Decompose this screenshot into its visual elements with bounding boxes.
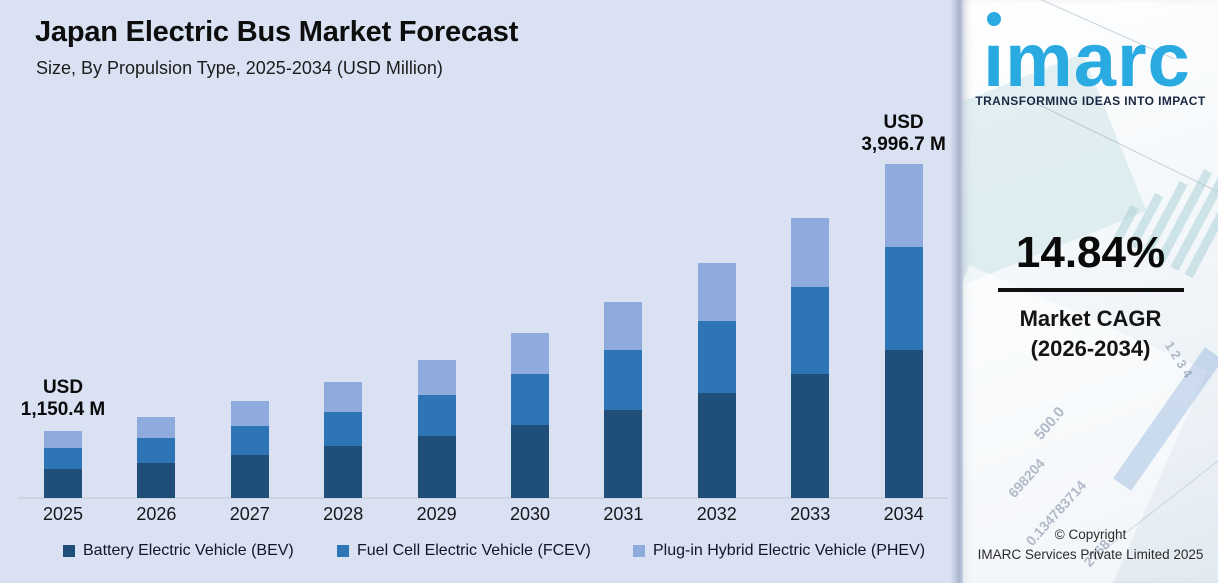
bar-segment-2029-fcev [417,395,456,436]
bar-2030 [511,333,549,498]
imarc-logo-text: ımarc [983,18,1191,103]
bar-2031 [604,302,643,498]
x-tick-2034: 2034 [883,504,924,524]
bar-segment-2030-fcev [511,374,549,425]
bar-2028 [324,382,363,498]
cagr-block: 14.84% Market CAGR (2026-2034) [963,228,1218,362]
bar-segment-2027-phev [230,401,269,426]
bar-segment-2028-fcev [324,412,363,446]
copyright-line2: IMARC Services Private Limited 2025 [977,546,1204,562]
x-tick-2031: 2031 [603,504,644,524]
brand-panel: 500.0 1 2 3 4 698204 0.134783714 2768 ımarc … [963,0,1218,583]
x-tick-2033: 2033 [790,504,831,524]
plot-area: 2025 2026 2027 2028 2029 2030 2031 2032 2033 2034… [0,112,948,524]
bar-segment-2031-phev [604,302,643,350]
annotation-currency: USD [883,112,924,133]
x-tick-2025: 2025 [42,504,84,524]
bar-segment-2034-phev [884,164,923,247]
bar-segment-2028-bev [324,446,363,498]
bar-segment-2032-phev [697,263,736,321]
bar-segment-2034-fcev [884,247,923,350]
bar-segment-2033-fcev [791,287,830,374]
bar-2032 [697,263,736,498]
bar-segment-2029-phev [417,360,456,395]
bar-segment-2028-phev [324,382,363,412]
chart-panel: Japan Electric Bus Market Forecast Size,… [0,0,963,583]
bar-segment-2029-bev [417,436,456,498]
bar-2025 [44,431,82,498]
bar-2034 [884,164,923,498]
bar-segment-2033-phev [791,218,830,287]
bar-segment-2025-phev [44,431,82,448]
x-tick-2026: 2026 [136,504,177,524]
legend-item-bev: Battery Electric Vehicle (BEV) [63,542,294,560]
bar-2027 [230,401,269,498]
legend-label-phev: Plug-in Hybrid Electric Vehicle (PHEV) [653,542,926,559]
bar-segment-2031-fcev [604,350,643,410]
annotation-2034-value: USD 3,996.7 M [814,112,994,156]
bar-segment-2031-bev [604,410,643,498]
x-tick-2030: 2030 [509,504,551,524]
x-tick-2027: 2027 [229,504,270,524]
bar-segment-2025-bev [44,469,82,498]
legend: Battery Electric Vehicle (BEV) Fuel Cell … [0,542,963,572]
cagr-value: 14.84% [1015,228,1166,277]
bar-segment-2030-phev [511,333,549,374]
bar-2029 [417,360,456,498]
legend-swatch-bev [63,545,75,557]
x-tick-2028: 2028 [323,504,364,524]
cagr-divider [997,288,1184,292]
copyright: © Copyright IMARC Services Private Limit… [963,525,1218,566]
logo-tagline: TRANSFORMING IDEAS INTO IMPACT [975,94,1206,108]
bar-2026 [137,417,176,498]
chart-title: Japan Electric Bus Market Forecast [35,16,519,48]
chart-subtitle: Size, By Propulsion Type, 2025-2034 (USD… [36,58,443,78]
legend-item-phev: Plug-in Hybrid Electric Vehicle (PHEV) [633,542,925,560]
bar-segment-2032-bev [697,393,736,498]
bar-2033 [791,218,830,498]
annotation-amount: 3,996.7 M [861,134,946,155]
imarc-logo: ımarc [963,0,1218,115]
bar-segment-2032-fcev [697,321,736,393]
bar-segment-2026-fcev [137,438,176,463]
panel-divider-shadow [950,0,963,583]
legend-label-bev: Battery Electric Vehicle (BEV) [83,542,294,559]
bar-segment-2026-bev [137,463,176,498]
x-axis-line [18,497,948,499]
bar-segment-2027-bev [230,455,269,498]
bar-segment-2033-bev [791,374,830,498]
annotation-currency: USD [42,377,84,398]
legend-label-fcev: Fuel Cell Electric Vehicle (FCEV) [357,542,591,559]
bar-segment-2026-phev [137,417,176,438]
legend-item-fcev: Fuel Cell Electric Vehicle (FCEV) [337,542,591,560]
bar-segment-2034-bev [884,350,923,498]
bar-segment-2030-bev [511,425,549,498]
legend-swatch-phev [633,545,645,557]
bar-segment-2027-fcev [230,426,269,455]
bar-segment-2025-fcev [44,448,82,469]
copyright-line1: © Copyright [1054,526,1127,542]
x-tick-2029: 2029 [416,504,457,524]
logo-i-dot-icon [987,12,1001,26]
legend-swatch-fcev [337,545,349,557]
annotation-amount: 1,150.4 M [20,399,106,420]
annotation-2025-value: USD 1,150.4 M [0,377,153,421]
cagr-range: (2026-2034) [1030,336,1151,361]
x-tick-2032: 2032 [696,504,737,524]
cagr-label: Market CAGR [1019,306,1162,331]
